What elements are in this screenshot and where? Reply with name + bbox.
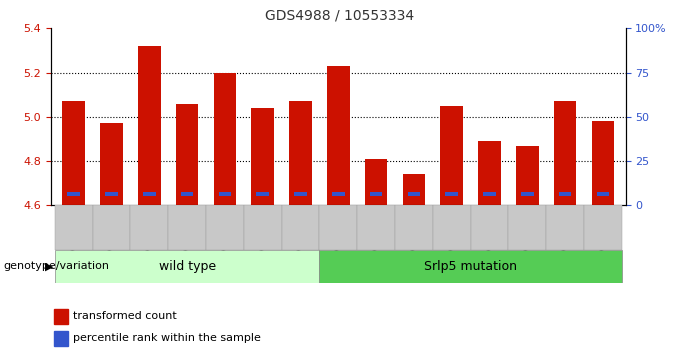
Bar [592,121,614,205]
Bar [432,205,471,250]
Bar [181,192,193,196]
Bar [521,192,534,196]
Bar [441,106,463,205]
Text: Srlp5 mutation: Srlp5 mutation [424,260,517,273]
Bar [219,192,231,196]
Bar [92,205,131,250]
Bar [584,205,622,250]
Bar [554,101,577,205]
Bar [332,192,345,196]
Bar [445,192,458,196]
Bar [289,101,312,205]
Bar [63,101,85,205]
Bar [357,205,395,250]
Bar [55,250,320,283]
Bar [67,192,80,196]
Bar [252,108,274,205]
Bar [131,205,168,250]
Bar [370,192,382,196]
Bar [256,192,269,196]
Bar [559,192,571,196]
Text: genotype/variation: genotype/variation [3,261,109,271]
Bar [320,205,357,250]
Bar [471,205,509,250]
Bar [294,192,307,196]
Bar [214,73,236,205]
Bar [168,205,206,250]
Bar [143,192,156,196]
Text: GDS4988 / 10553334: GDS4988 / 10553334 [265,9,415,23]
Bar [395,205,432,250]
Bar [54,331,69,346]
Bar [320,250,622,283]
Bar [546,205,584,250]
Bar [55,205,92,250]
Bar [364,159,388,205]
Bar [100,124,123,205]
Bar [175,104,199,205]
Bar [408,192,420,196]
Bar [509,205,546,250]
Bar [596,192,609,196]
Text: ▶: ▶ [46,261,54,271]
Bar [138,46,160,205]
Text: transformed count: transformed count [73,312,177,321]
Bar [206,205,244,250]
Bar [244,205,282,250]
Bar [327,66,350,205]
Text: percentile rank within the sample: percentile rank within the sample [73,333,261,343]
Bar [105,192,118,196]
Bar [54,309,69,324]
Bar [478,141,501,205]
Bar [282,205,320,250]
Bar [483,192,496,196]
Bar [516,145,539,205]
Bar [403,174,425,205]
Text: wild type: wild type [158,260,216,273]
